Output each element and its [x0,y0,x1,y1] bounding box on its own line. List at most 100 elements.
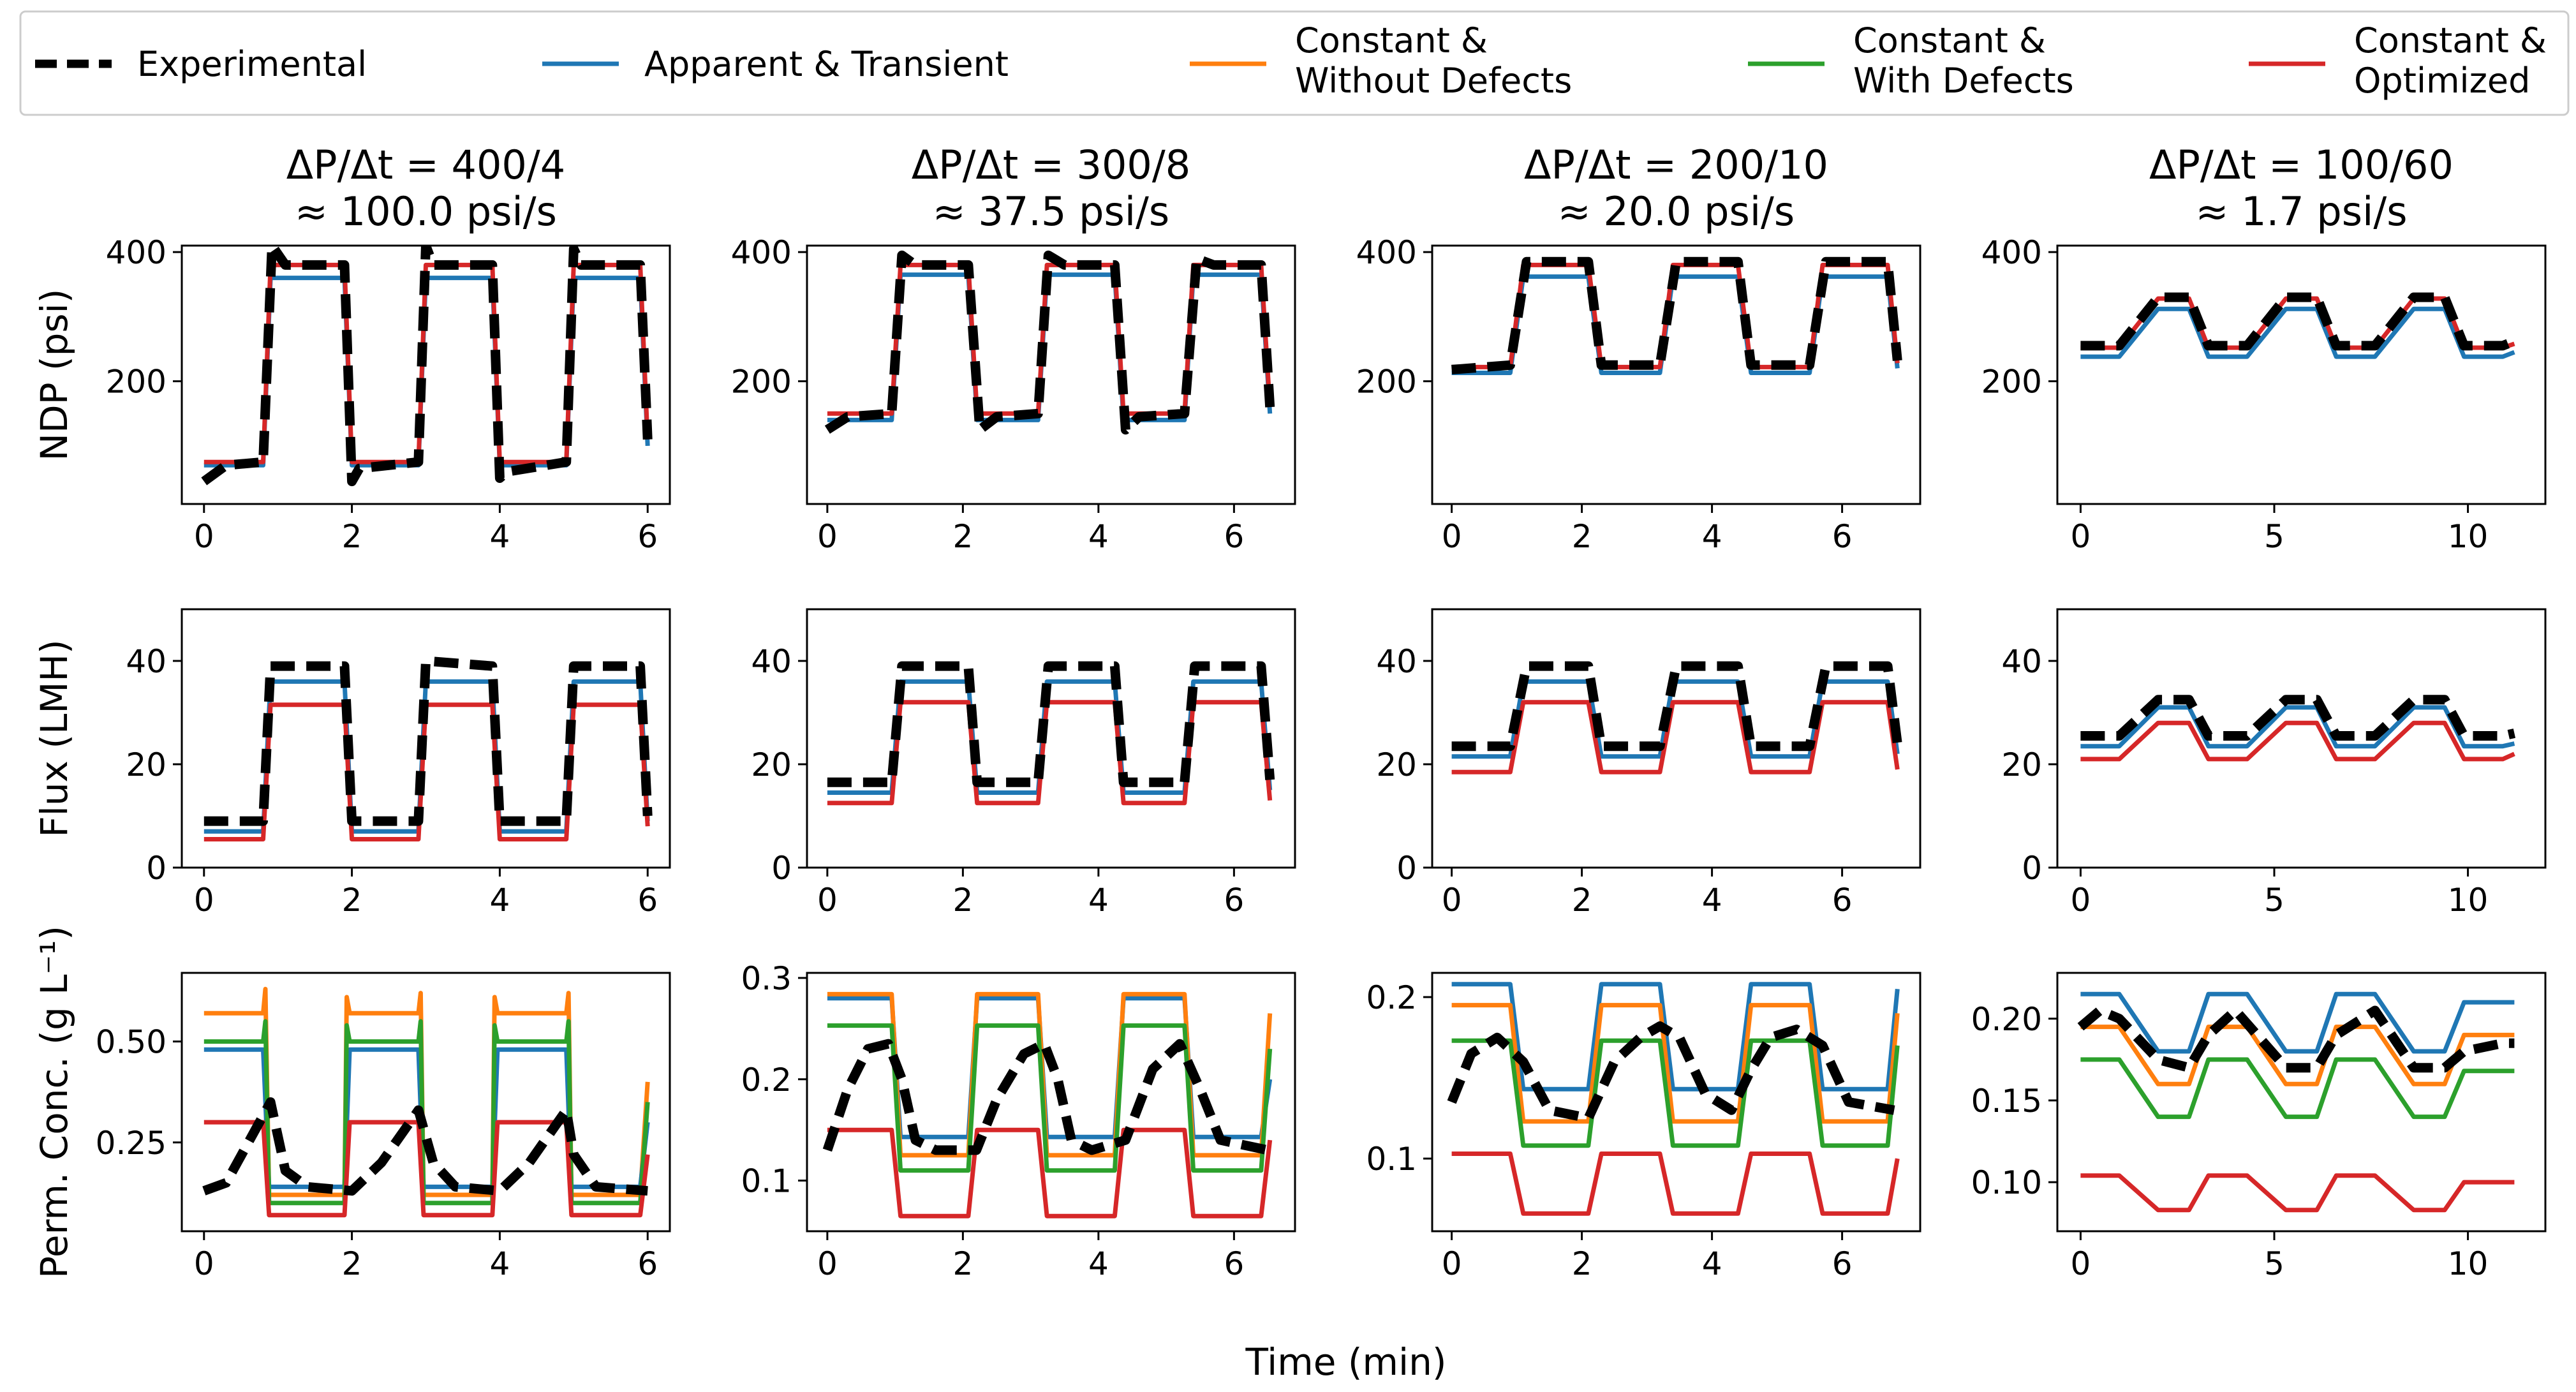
x-tick-label: 2 [952,882,973,919]
x-tick-label: 0 [194,518,214,555]
y-tick-label: 20 [1376,746,1417,783]
legend-entry-experimental: Experimental [35,44,367,84]
x-tick-label: 0 [1442,1245,1462,1282]
subplot-subtitle: ≈ 100.0 psi/s [295,188,557,235]
x-tick-label: 4 [490,882,510,919]
series-group [204,656,653,841]
subplot-r1-c3: 0 2 4 6 200 400 ΔP/Δt = 200/10≈ 20.0 psi/s [1356,142,1921,555]
series-line-constant-optimized [2080,1173,2515,1213]
y-tick-label: 20 [2001,746,2042,783]
series-line-experimental [824,250,1275,435]
plot-frame [181,608,671,869]
x-tick-label: 2 [952,518,973,555]
x-tick-label: 6 [637,1245,658,1282]
series-line-constant-optimized [204,1120,650,1218]
series-group [2080,292,2517,359]
legend-label: Without Defects [1295,61,1572,101]
series-line-constant-optimized [827,1127,1273,1218]
series-group [822,991,1273,1218]
x-tick-label: 0 [817,882,838,919]
legend-label: Constant & [1295,20,1488,61]
x-tick-label: 4 [1088,1245,1109,1282]
x-tick-label: 10 [2448,882,2489,919]
y-tick-label: 0.10 [1971,1164,2042,1201]
series-group [2077,991,2515,1213]
y-tick-label: 20 [126,746,167,783]
legend-label: Constant & [1853,20,2046,61]
x-tick-label: 4 [1088,518,1109,555]
y-tick-label: 40 [751,643,792,680]
y-tick-label: 0.2 [1366,979,1417,1016]
y-tick-label: 0 [1396,850,1417,887]
legend-entry-constant-without-defects: Constant &Without Defects [1190,20,1572,101]
plot-frame [806,608,1296,869]
plot-frame [806,972,1296,1233]
plot-frame [181,972,671,1233]
series-line-experimental [2080,695,2516,741]
legend-entry-constant-optimized: Constant &Optimized [2249,20,2547,101]
series-line-experimental [204,656,653,826]
series-group [202,986,650,1218]
x-tick-label: 6 [1832,1245,1853,1282]
x-tick-label: 0 [1442,882,1462,919]
x-tick-label: 6 [1224,518,1244,555]
y-tick-label: 200 [106,364,167,401]
legend-label: Optimized [2354,61,2530,101]
y-tick-label: 400 [1981,234,2042,271]
subplot-r3-c1: 0 2 4 6 0.25 0.50 Perm. Conc. (g L⁻¹) [33,926,671,1282]
x-tick-label: 0 [817,518,838,555]
series-line-constant-with-defects [1451,1038,1900,1148]
y-tick-label: 40 [1376,643,1417,680]
y-tick-label: 0.20 [1971,1001,2042,1038]
series-line-experimental [822,1039,1269,1155]
series-line-experimental [201,246,653,487]
series-line-constant-with-defects [2080,1057,2515,1120]
series-line-constant-optimized [1451,1151,1900,1216]
x-tick-label: 10 [2448,1245,2489,1282]
x-tick-label: 2 [952,1245,973,1282]
subplot-r3-c2: 0 2 4 6 0.1 0.2 0.3 [741,960,1296,1282]
series-line-experimental [1447,1021,1895,1123]
x-tick-label: 0 [2071,882,2091,919]
series-line-experimental [202,1097,648,1196]
legend-entry-constant-with-defects: Constant &With Defects [1748,20,2074,101]
x-tick-label: 4 [490,518,510,555]
y-tick-label: 400 [1356,234,1417,271]
y-tick-label: 0.1 [1366,1141,1417,1178]
x-tick-label: 2 [342,518,362,555]
series-line-constant-without-defects [1451,1003,1900,1124]
y-tick-label: 0 [771,850,792,887]
x-tick-label: 4 [1702,518,1722,555]
series-line-apparent-transient [2080,991,2515,1054]
x-tick-label: 0 [1442,518,1462,555]
y-tick-label: 40 [126,643,167,680]
series-line-experimental [827,661,1275,787]
series-group [1451,256,1902,375]
subplot-r2-c3: 0 2 4 6 0 20 40 [1376,608,1921,919]
subplot-subtitle: ≈ 37.5 psi/s [933,188,1170,235]
subplot-r2-c1: 0 2 4 6 0 20 40 Flux (LMH) [33,608,671,919]
series-group [1447,982,1900,1216]
series-line-constant-optimized [1451,700,1900,774]
series-line-apparent-transient [1451,982,1900,1092]
series-group [824,250,1275,435]
subplot-title: ΔP/Δt = 200/10 [1524,142,1828,188]
legend-label: With Defects [1853,61,2074,101]
series-group [827,661,1275,806]
series-group [2080,695,2516,762]
x-tick-label: 2 [342,882,362,919]
subplot-r1-c2: 0 2 4 6 200 400 ΔP/Δt = 300/8≈ 37.5 psi/s [731,142,1296,555]
y-tick-label: 0.50 [96,1024,167,1061]
x-tick-label: 2 [1572,1245,1592,1282]
plot-frame [181,244,671,505]
subplot-title: ΔP/Δt = 300/8 [912,142,1190,188]
subplot-title: ΔP/Δt = 100/60 [2149,142,2454,188]
plot-frame [2056,244,2547,505]
x-tick-label: 4 [1702,1245,1722,1282]
x-tick-label: 0 [194,1245,214,1282]
plot-frame [806,244,1296,505]
y-tick-label: 0 [146,850,167,887]
x-tick-label: 4 [490,1245,510,1282]
y-tick-label: 200 [1981,364,2042,401]
